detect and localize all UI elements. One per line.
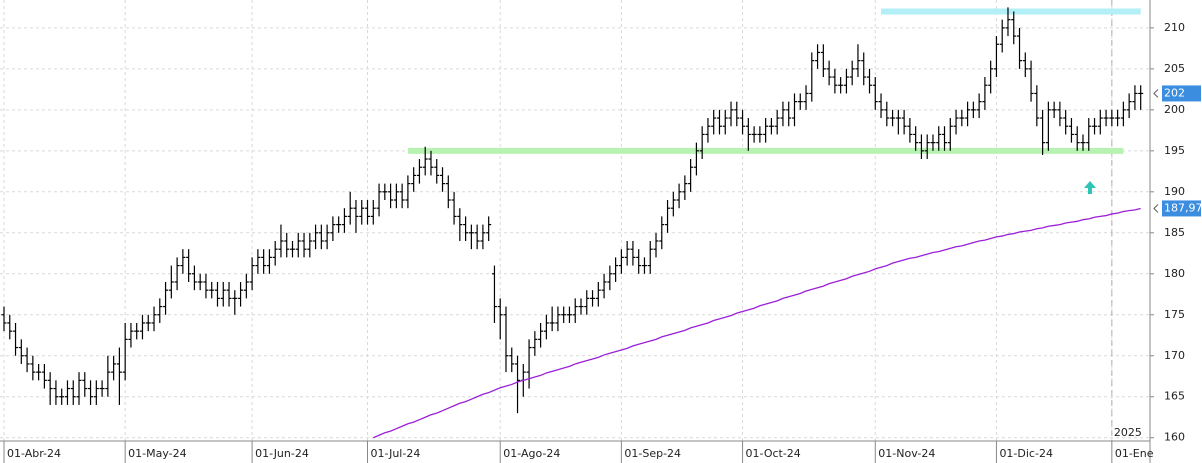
y-tick-label: 170 [1164, 349, 1185, 362]
levels [407, 8, 1141, 154]
y-tick-label: 195 [1164, 144, 1185, 157]
x-tick-label: 01-Abr-24 [7, 447, 61, 460]
x-tick-label: 01-Jun-24 [255, 447, 309, 460]
price-label-box [1162, 200, 1201, 217]
x-tick-label: 01-Dic-24 [999, 447, 1053, 460]
price-bars [1, 7, 1144, 414]
price-pointer [1153, 204, 1159, 213]
y-tick-label: 175 [1164, 308, 1185, 321]
x-tick-label: 01-Ago-24 [503, 447, 560, 460]
moving-average [373, 207, 1141, 439]
year-label: 2025 [1114, 426, 1142, 439]
price-label-box [1162, 85, 1201, 102]
overlays [373, 207, 1141, 439]
x-tick-label: 01-Jul-24 [371, 447, 421, 460]
y-tick-label: 200 [1164, 103, 1185, 116]
y-tick-label: 165 [1164, 390, 1185, 403]
y-tick-label: 190 [1164, 185, 1185, 198]
price-pointer [1153, 89, 1159, 98]
y-tick-label: 185 [1164, 226, 1185, 239]
price-label: 202 [1164, 86, 1185, 99]
y-tick-label: 160 [1164, 431, 1185, 444]
y-tick-label: 210 [1164, 21, 1185, 34]
x-tick-label: 01-Ene [1115, 447, 1154, 460]
price-label: 187,97 [1164, 201, 1202, 214]
signal-arrow [1084, 181, 1096, 194]
x-tick-label: 01-May-24 [128, 447, 186, 460]
y-tick-label: 180 [1164, 267, 1185, 280]
x-tick-label: 01-Oct-24 [746, 447, 801, 460]
y-tick-label: 205 [1164, 62, 1185, 75]
x-tick-label: 01-Nov-24 [878, 447, 935, 460]
x-tick-label: 01-Sep-24 [624, 447, 681, 460]
